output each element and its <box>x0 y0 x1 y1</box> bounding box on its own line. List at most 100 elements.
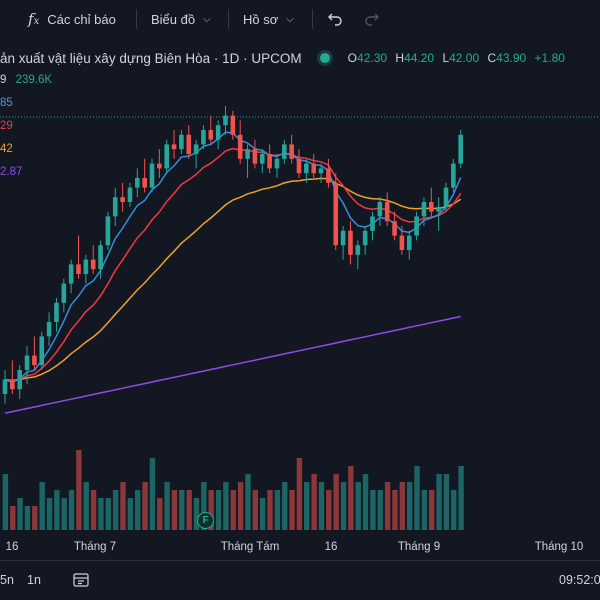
ma-mid-line <box>4 147 462 382</box>
volume-bar <box>142 482 148 530</box>
candle-body <box>149 163 155 188</box>
high-key: H <box>395 51 405 65</box>
volume-bar <box>127 498 134 530</box>
volume-bar <box>318 482 325 530</box>
candle-body <box>135 178 140 188</box>
bottom-toolbar: 5n 1n 09:52:0 <box>0 560 600 600</box>
volume-bar <box>54 490 60 530</box>
volume-bar <box>186 490 192 530</box>
volume-bar <box>311 474 317 530</box>
x-axis-label: Tháng 9 <box>398 541 440 553</box>
candle-body <box>76 264 81 274</box>
high-value: 44.20 <box>404 51 435 65</box>
clock[interactable]: 09:52:0 <box>559 561 600 599</box>
ma-mid-value: 29 <box>0 120 13 132</box>
chart-type-button[interactable]: Biểu đồ ⌵ <box>151 0 211 38</box>
volume-bar <box>83 482 89 530</box>
volume-bar <box>429 490 435 530</box>
candle-body <box>32 355 37 366</box>
volume-bar <box>179 490 185 530</box>
volume-bar <box>436 474 442 530</box>
volume-bar <box>348 466 354 530</box>
open-key: O <box>347 51 358 65</box>
ma-slow-value: 42 <box>0 143 13 155</box>
event-marker-icon[interactable]: F <box>197 512 214 529</box>
candle-body <box>171 144 177 150</box>
x-axis-label: 16 <box>6 541 19 553</box>
candle-body <box>384 202 390 222</box>
volume-bar <box>112 490 119 530</box>
redo-button[interactable] <box>364 0 380 38</box>
clock-time: 09:52:0 <box>559 573 600 587</box>
candle-body <box>2 379 8 394</box>
chart-legend: ản xuất vật liệu xây dựng Biên Hòa · 1D … <box>0 44 600 179</box>
close-key: C <box>487 51 497 65</box>
ma-fast-value: 85 <box>0 97 13 109</box>
open-value: 42.30 <box>357 51 388 65</box>
candle-body <box>274 158 280 169</box>
x-axis-label: Tháng 7 <box>74 541 116 553</box>
candle-body <box>340 230 346 246</box>
candle-body <box>237 134 243 159</box>
market-status-icon[interactable] <box>319 53 330 63</box>
volume-bar <box>421 490 428 530</box>
candle-body <box>17 370 22 390</box>
candle-body <box>421 202 427 217</box>
candle-body <box>267 154 272 169</box>
event-marker-label: F <box>202 515 209 526</box>
candle-body <box>443 187 449 207</box>
candle-body <box>164 144 169 169</box>
candle-body <box>142 178 147 188</box>
price-chart[interactable]: 16 Tháng 7 Tháng Tám 16 Tháng 9 Tháng 10 <box>0 38 600 560</box>
candlesticks <box>2 106 463 404</box>
date-range-button[interactable] <box>72 561 90 599</box>
volume-bar <box>223 482 229 530</box>
volume-bar <box>105 498 111 530</box>
volume-bar <box>399 482 405 530</box>
redo-icon <box>365 13 379 26</box>
candle-body <box>186 134 192 154</box>
candle-body <box>193 144 199 154</box>
undo-button[interactable] <box>327 0 343 38</box>
candle-body <box>458 134 463 164</box>
x-axis: 16 Tháng 7 Tháng Tám 16 Tháng 9 Tháng 10 <box>6 541 584 553</box>
volume-bar <box>384 482 391 530</box>
indicators-label: Các chỉ báo <box>47 11 116 27</box>
chart-label: Biểu đồ <box>151 11 196 27</box>
volume-bar <box>120 482 126 530</box>
candle-body <box>304 163 309 174</box>
volume-bar <box>340 482 347 530</box>
candle-body <box>362 230 368 246</box>
x-axis-label: Tháng Tám <box>221 541 280 553</box>
candle-body <box>10 379 15 390</box>
indicators-button[interactable]: fx Các chỉ báo <box>28 0 116 38</box>
volume-bar <box>282 482 288 530</box>
profile-button[interactable]: Hồ sơ ⌵ <box>243 0 294 38</box>
x-axis-label: 16 <box>325 541 338 553</box>
volume-legend-prefix: 9 <box>0 74 7 86</box>
volume-bar <box>443 474 450 530</box>
volume-bar <box>355 482 361 530</box>
candle-body <box>377 202 383 217</box>
candle-body <box>414 216 419 236</box>
volume-bar <box>333 474 339 530</box>
volume-bar <box>458 466 464 530</box>
candle-body <box>399 235 405 250</box>
range-1n-button[interactable]: 1n <box>27 561 41 599</box>
candle-body <box>318 168 324 174</box>
candle-body <box>370 216 375 231</box>
volume-bar <box>17 498 23 530</box>
volume-bar <box>215 490 222 530</box>
range-5n-button[interactable]: 5n <box>0 561 14 599</box>
volume-bar <box>201 482 207 530</box>
symbol-title[interactable]: ản xuất vật liệu xây dựng Biên Hòa · 1D … <box>0 50 302 66</box>
candle-body <box>348 230 353 255</box>
candle-body <box>289 144 294 159</box>
candle-body <box>282 144 287 159</box>
candle-body <box>406 235 412 250</box>
volume-bar <box>267 490 273 530</box>
toolbar-divider <box>136 9 137 29</box>
low-value: 42.00 <box>449 51 480 65</box>
candle-body <box>252 149 258 164</box>
candle-body <box>90 259 96 270</box>
